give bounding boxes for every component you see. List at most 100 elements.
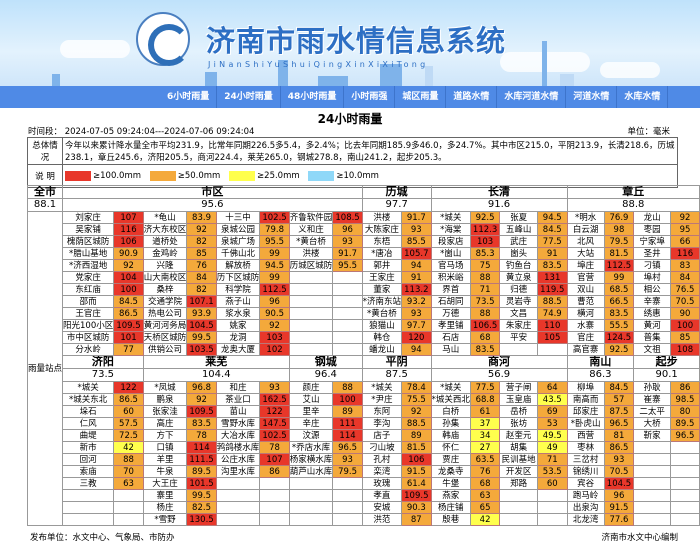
station-rainfall: 92: [669, 211, 700, 224]
nav-24h-rainfall[interactable]: 24小时雨量: [217, 86, 281, 108]
empty-cell: [633, 513, 671, 526]
region-name: 长清: [430, 185, 568, 199]
station-rainfall: 109.5: [401, 489, 432, 502]
station-rainfall: 53: [537, 417, 568, 430]
empty-cell: [332, 501, 363, 514]
station-rainfall: 85.5: [401, 235, 432, 248]
station-rainfall: 91.7: [401, 211, 432, 224]
station-name: 兴隆: [142, 259, 188, 272]
station-name: 锦绣川: [566, 465, 605, 478]
station-rainfall: 83.5: [537, 259, 568, 272]
station-rainfall: 112.5: [603, 259, 635, 272]
station-name: 归德: [499, 283, 538, 296]
summary-table: 总体情况 今年以来累计降水量全市平均231.9，比常年同期226.5多5.4，多…: [27, 137, 678, 188]
station-name: *雪野: [142, 513, 188, 526]
nav-reservoir-water[interactable]: 水库水情: [617, 86, 669, 108]
station-name: 槐荫区城防: [62, 235, 115, 248]
skyline-decoration: [560, 74, 574, 86]
station-rainfall: 110: [537, 319, 568, 332]
station-name: 曲堤: [62, 429, 115, 442]
station-name: *海棠: [430, 223, 471, 236]
nav-river-water[interactable]: 河道水情: [566, 86, 618, 108]
station-rainfall: 55.5: [603, 319, 635, 332]
empty-cell: [332, 331, 363, 344]
station-name: *城关: [430, 211, 471, 224]
table-row: 雨量站点 刘家庄 107 *龟山 83.9 十三中 102.5 齐鲁软件园 108.5 洪楼 91.…: [26, 211, 700, 526]
station-name: 绣惠: [633, 307, 671, 320]
table-row: 回河 88 羊里 111.5 公庄水库 107 杨家横水库 93 孔村 106 贾庄 63.5 民训基地…: [28, 453, 700, 466]
station-name: 和庄: [215, 381, 261, 394]
station-rainfall: 102: [259, 343, 290, 356]
station-name: 平安: [499, 331, 538, 344]
station-rainfall: 69: [537, 405, 568, 418]
station-rainfall: 120: [401, 331, 432, 344]
station-rainfall: 95: [669, 223, 700, 236]
station-rainfall: 114: [332, 429, 363, 442]
station-rainfall: 94: [401, 343, 432, 356]
station-rainfall: 107: [113, 211, 144, 224]
legend-text: ≥25.0mm: [257, 171, 300, 182]
empty-cell: [332, 295, 363, 308]
station-rainfall: 96.5: [669, 429, 700, 442]
nav-urban-rainfall[interactable]: 城区雨量: [395, 86, 447, 108]
station-name: 索庙: [62, 465, 115, 478]
station-rainfall: 109.5: [186, 405, 217, 418]
skyline-decoration: [318, 76, 348, 86]
station-rainfall: 75.5: [401, 393, 432, 406]
table-row: 杨庄 82.5 安城 90.3 杨庄铺 65 出泉沟 91.5: [28, 501, 700, 514]
empty-cell: [332, 319, 363, 332]
station-rainfall: 82: [186, 235, 217, 248]
station-name: 圣井: [633, 247, 671, 260]
station-rainfall: 70.5: [669, 295, 700, 308]
station-name: 辛寨: [633, 295, 671, 308]
station-rainfall: 86.5: [603, 441, 635, 454]
station-name: 市中区城防: [62, 331, 115, 344]
station-name: 雪野水库: [215, 417, 261, 430]
region-average: 88.8: [566, 198, 700, 212]
region-name: 济阳: [62, 355, 144, 369]
station-rainfall: 99: [259, 271, 290, 284]
station-rainfall: 92.5: [469, 211, 501, 224]
station-name: 文昌: [499, 307, 538, 320]
empty-cell: [332, 343, 363, 356]
station-rainfall: 107.1: [186, 295, 217, 308]
table-row: 新市 42 口镇 114 鹁鸽楼水库 78 *乔店水库 96.5 刁山坡 81.5 怀仁 27 胡集 49…: [28, 441, 700, 454]
station-rainfall: 100: [113, 283, 144, 296]
station-rainfall: 98: [603, 223, 635, 236]
cloud-decoration: [600, 62, 660, 78]
nav-reservoir-river[interactable]: 水库河道水情: [497, 86, 567, 108]
region-average: 97.7: [361, 198, 432, 212]
station-rainfall: 61: [469, 405, 501, 418]
nav-6h-rainfall[interactable]: 6小时雨量: [160, 86, 218, 108]
station-rainfall: 98.5: [669, 393, 700, 406]
station-rainfall: 108.5: [332, 211, 363, 224]
station-rainfall: 89.5: [669, 417, 700, 430]
station-name: 张夏: [499, 211, 538, 224]
skyline-decoration: [542, 41, 547, 86]
empty-cell: [537, 343, 568, 356]
station-rainfall: 96: [332, 223, 363, 236]
station-name: 交通学院: [142, 295, 188, 308]
nav-48h-rainfall[interactable]: 48小时雨量: [281, 86, 345, 108]
station-rainfall: 100: [332, 393, 363, 406]
empty-cell: [633, 477, 671, 490]
station-rainfall: 86: [669, 381, 700, 394]
station-rainfall: 49.5: [537, 429, 568, 442]
station-name: 大冶水库: [215, 429, 261, 442]
station-rainfall: 83.5: [469, 343, 501, 356]
empty-cell: [332, 489, 363, 502]
station-rainfall: 100: [669, 319, 700, 332]
station-name: 殷巷: [430, 513, 471, 526]
china-hydrology-logo: [136, 12, 190, 66]
station-rainfall: 99: [603, 271, 635, 284]
station-rainfall: 101: [113, 331, 144, 344]
station-name: 苗山: [215, 405, 261, 418]
table-row: 寨里 99.5 孝直 109.5 燕家 63 跑马岭 96: [28, 489, 700, 502]
nav-hourly-intensity[interactable]: 小时雨强: [344, 86, 396, 108]
station-rainfall: 88.5: [401, 417, 432, 430]
station-name: 玫瑰: [361, 477, 403, 490]
station-name: 葫芦山水库: [288, 465, 334, 478]
table-row: 党家庄 104 山大南校区 84 历下区城防 99 王家庄 91 积米峪 88 黄立泉 131 官营 99…: [28, 271, 700, 284]
station-name: 钓鱼台: [499, 259, 538, 272]
nav-road-water[interactable]: 道路水情: [446, 86, 498, 108]
